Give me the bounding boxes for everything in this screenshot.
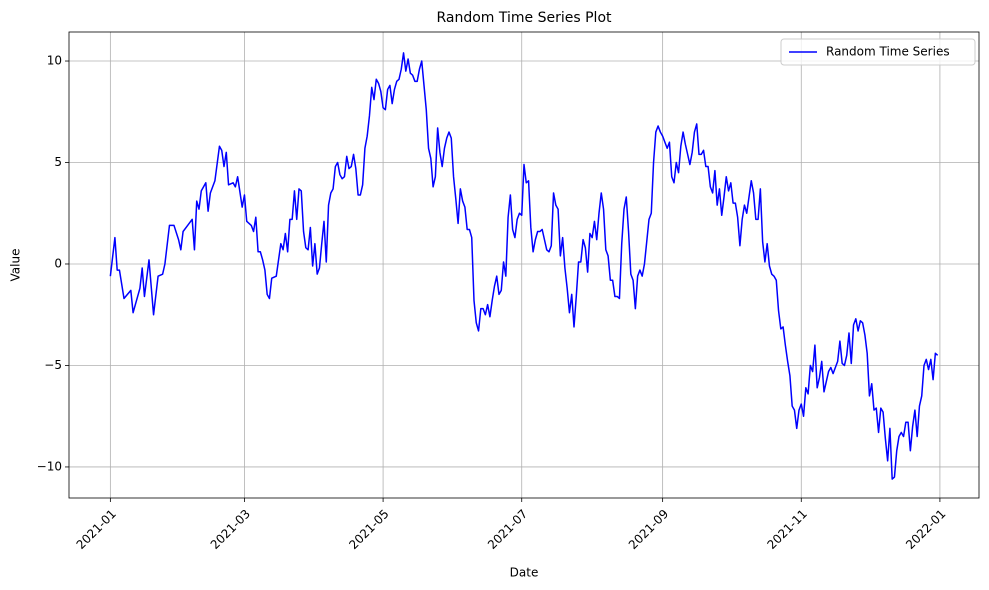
x-tick-label: 2022-01: [903, 507, 948, 552]
x-tick-label: 2021-05: [346, 507, 391, 552]
y-tick-label: 10: [47, 54, 62, 68]
x-tick-label: 2021-03: [208, 507, 253, 552]
y-tick-label: 5: [54, 155, 62, 169]
y-tick-label: 0: [54, 256, 62, 270]
y-tick-label: −5: [44, 358, 62, 372]
x-axis-label: Date: [510, 566, 539, 580]
y-axis-label: Value: [9, 249, 23, 282]
legend: Random Time Series: [780, 38, 976, 66]
x-tick-label: 2021-09: [626, 507, 671, 552]
plot-frame: [68, 31, 980, 499]
chart-title: Random Time Series Plot: [436, 10, 612, 26]
x-tick-label: 2021-01: [74, 507, 119, 552]
x-tick-label: 2021-07: [485, 507, 530, 552]
data-line: [109, 52, 939, 480]
x-tick-label: 2021-11: [765, 507, 810, 552]
y-tick-label: −10: [37, 459, 62, 473]
legend-label: Random Time Series: [826, 45, 950, 59]
legend-box: [780, 38, 976, 66]
